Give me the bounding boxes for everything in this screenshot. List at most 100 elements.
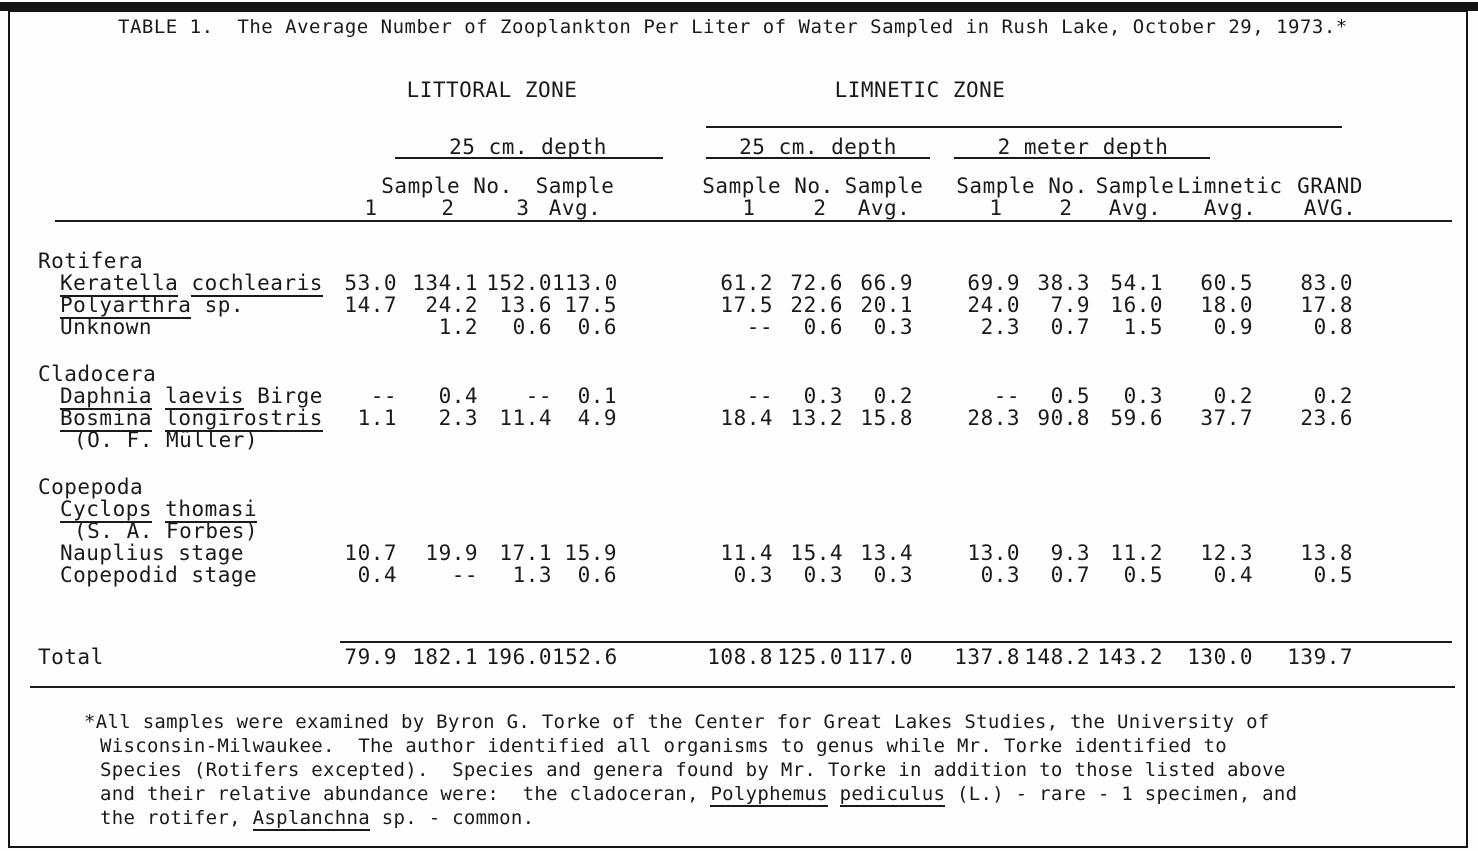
table-row: Unknown 1.2 0.6 0.6 -- 0.6 0.3 2.3 0.7 1.5 0.9 0.8 bbox=[38, 316, 1353, 338]
row-label: (O. F. Müller) bbox=[38, 429, 328, 451]
cell-value bbox=[773, 429, 843, 451]
cell-value: 16.0 bbox=[1110, 293, 1163, 317]
cell-value: 60.5 bbox=[1200, 271, 1253, 295]
table-border-frame bbox=[8, 10, 1468, 848]
cell-value: 0.6 bbox=[577, 315, 617, 339]
cell-value bbox=[913, 520, 1020, 542]
cell-value: 0.6 bbox=[803, 315, 843, 339]
cell-value bbox=[1253, 498, 1353, 520]
cell-value bbox=[397, 429, 478, 451]
cell-value: 20.1 bbox=[860, 293, 913, 317]
text-segment bbox=[828, 783, 840, 805]
cell-value bbox=[773, 498, 843, 520]
underlined-text: cochlearis bbox=[191, 271, 323, 297]
cell-value: 13.0 bbox=[967, 541, 1020, 565]
cell-value bbox=[1020, 520, 1090, 542]
limnetic2m-avg-header: Avg. bbox=[1108, 196, 1162, 220]
header-rule bbox=[55, 220, 1452, 222]
cell-value bbox=[1090, 520, 1163, 542]
cell-value bbox=[1020, 363, 1090, 385]
cell-value: 69.9 bbox=[967, 271, 1020, 295]
cell-value bbox=[1253, 250, 1353, 272]
cell-value: 79.9 bbox=[344, 645, 397, 669]
cell-value: 0.6 bbox=[512, 315, 552, 339]
cell-value: 0.5 bbox=[1123, 563, 1163, 587]
limnetic25-sample-1-header: 1 bbox=[742, 196, 756, 220]
cell-value bbox=[913, 250, 1020, 272]
text-segment: sp. - common. bbox=[370, 807, 535, 829]
cell-value: 2.3 bbox=[980, 315, 1020, 339]
cell-value: 0.2 bbox=[1213, 384, 1253, 408]
cell-value bbox=[843, 498, 913, 520]
cell-value: 0.5 bbox=[1313, 563, 1353, 587]
cell-value bbox=[328, 429, 397, 451]
text-segment: Total bbox=[38, 645, 104, 669]
text-segment: the rotifer, bbox=[100, 807, 253, 829]
section-row: Copepoda bbox=[38, 476, 1353, 498]
cell-value: 4.9 bbox=[577, 406, 617, 430]
cell-value: 0.3 bbox=[873, 563, 913, 587]
table-row: Polyarthra sp. 14.7 24.2 13.6 17.5 17.5 22.6 20… bbox=[38, 293, 1353, 319]
cell-value bbox=[397, 476, 478, 498]
cell-value bbox=[1020, 476, 1090, 498]
cell-value: 13.2 bbox=[790, 406, 843, 430]
cell-value: 11.2 bbox=[1110, 541, 1163, 565]
cell-value bbox=[843, 429, 913, 451]
cell-value bbox=[478, 429, 552, 451]
text-segment: Species (Rotifers excepted). Species and… bbox=[100, 759, 1286, 781]
cell-value bbox=[397, 363, 478, 385]
cell-value bbox=[478, 476, 552, 498]
cell-value: 11.4 bbox=[720, 541, 773, 565]
cell-value bbox=[1020, 250, 1090, 272]
row-label: Cladocera bbox=[38, 363, 328, 385]
cell-value bbox=[1163, 363, 1253, 385]
row-label: Cyclops thomasi bbox=[38, 497, 328, 523]
footnote-line: the rotifer, Asplanchna sp. - common. bbox=[100, 806, 1424, 831]
cell-value: 22.6 bbox=[790, 293, 843, 317]
cell-value: 54.1 bbox=[1110, 271, 1163, 295]
text-segment: Wisconsin-Milwaukee. The author identifi… bbox=[100, 735, 1227, 757]
row-label: (S. A. Forbes) bbox=[38, 520, 328, 542]
cell-value: 11.4 bbox=[499, 406, 552, 430]
cell-value: 72.6 bbox=[790, 271, 843, 295]
cell-value: 61.2 bbox=[720, 271, 773, 295]
cell-value: 182.1 bbox=[412, 645, 478, 669]
cell-value bbox=[773, 476, 843, 498]
text-segment: Copepodid stage bbox=[60, 563, 258, 587]
footnote-line: *All samples were examined by Byron G. T… bbox=[84, 710, 1424, 734]
cell-value: 196.0 bbox=[486, 645, 552, 669]
cell-value: 108.8 bbox=[707, 645, 773, 669]
underlined-text: pediculus bbox=[839, 783, 946, 807]
cell-value bbox=[843, 363, 913, 385]
cell-value bbox=[478, 250, 552, 272]
cell-value bbox=[617, 476, 773, 498]
cell-value: -- bbox=[370, 384, 397, 408]
cell-value: 1.1 bbox=[357, 406, 397, 430]
littoral-sample-2-header: 2 bbox=[441, 196, 455, 220]
limnetic-2m-depth-header: 2 meter depth bbox=[997, 135, 1169, 159]
cell-value: 0.8 bbox=[1313, 315, 1353, 339]
cell-value bbox=[1090, 250, 1163, 272]
total-table-body: Total 79.9 182.1 196.0 152.6 108.8 125.0 117.0 1… bbox=[38, 646, 1353, 668]
table-row: Keratella cochlearis 53.0 134.1 152.0 113.0 6… bbox=[38, 271, 1353, 297]
cell-value: 125.0 bbox=[777, 645, 843, 669]
spacer-cell bbox=[38, 338, 1353, 363]
cell-value bbox=[1253, 520, 1353, 542]
limnetic25-sample-2-header: 2 bbox=[813, 196, 827, 220]
text-segment: Copepoda bbox=[38, 475, 144, 499]
cell-value: 37.7 bbox=[1200, 406, 1253, 430]
cell-value bbox=[1090, 498, 1163, 520]
cell-value bbox=[843, 250, 913, 272]
cell-value: 134.1 bbox=[412, 271, 478, 295]
cell-value: -- bbox=[451, 563, 478, 587]
cell-value: 0.4 bbox=[1213, 563, 1253, 587]
littoral-sample-header: Sample bbox=[535, 174, 615, 198]
cell-value bbox=[478, 520, 552, 542]
underlined-text: Polyarthra bbox=[60, 293, 192, 319]
cell-value bbox=[328, 520, 397, 542]
cell-value bbox=[552, 520, 617, 542]
cell-value bbox=[552, 429, 617, 451]
cell-value bbox=[328, 250, 397, 272]
cell-value: 9.3 bbox=[1050, 541, 1090, 565]
